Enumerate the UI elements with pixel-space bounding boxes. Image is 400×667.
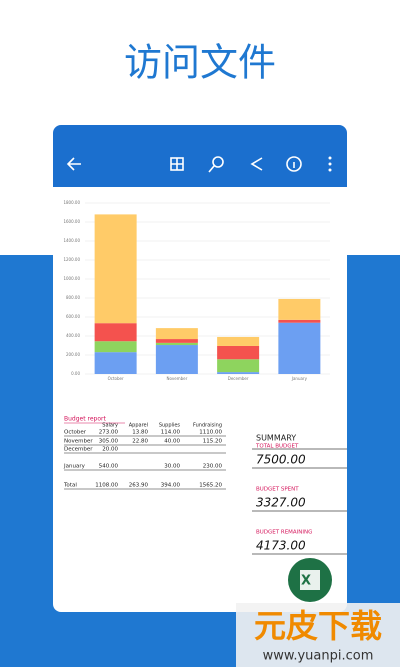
column-header: Fundraising: [193, 423, 222, 429]
table-cell: 1565.20: [199, 483, 222, 489]
bar-segment: [155, 345, 198, 374]
y-tick-label: 200.00: [66, 352, 80, 357]
bar-segment: [217, 372, 260, 374]
bar-segment: [278, 322, 321, 374]
column-header: Supplies: [159, 423, 181, 429]
table-cell: Total: [63, 483, 77, 489]
table-cell: 305.00: [99, 439, 119, 445]
bar-segment: [94, 341, 137, 353]
bar-segment: [155, 342, 198, 346]
watermark-brand: 元皮下载: [254, 607, 382, 645]
toolbar: [53, 125, 347, 187]
table-cell: 40.00: [164, 439, 180, 445]
summary-label: BUDGET REMAINING: [256, 530, 312, 536]
y-tick-label: 800.00: [66, 295, 80, 300]
summary-title: SUMMARY: [256, 434, 296, 443]
x-tick-label: October: [108, 376, 124, 381]
summary-value: 3327.00: [256, 496, 306, 510]
column-header: Apparel: [129, 423, 148, 429]
summary-label: TOTAL BUDGET: [255, 444, 299, 450]
bar-segment: [217, 336, 260, 346]
table-cell: 1108.00: [95, 483, 118, 489]
table-cell: October: [64, 430, 87, 436]
bar-segment: [94, 214, 137, 324]
y-tick-label: 0.00: [71, 371, 80, 376]
summary-label: BUDGET SPENT: [256, 487, 299, 493]
table-cell: 230.00: [203, 464, 223, 470]
more-button[interactable]: [328, 156, 332, 172]
excel-letter: X: [301, 574, 311, 589]
bar-segment: [217, 359, 260, 373]
table-cell: 30.00: [164, 464, 180, 470]
table-cell: 115.20: [203, 439, 223, 445]
summary-value: 4173.00: [256, 539, 306, 553]
column-header: Salary: [102, 423, 118, 429]
bar-segment: [278, 298, 321, 320]
share-button[interactable]: [250, 157, 263, 171]
bar-segment: [155, 339, 198, 343]
x-tick-label: November: [166, 376, 187, 381]
info-button[interactable]: [286, 156, 302, 172]
search-button[interactable]: [212, 156, 224, 168]
table-cell: 22.80: [132, 439, 148, 445]
watermark-url: www.yuanpi.com: [263, 649, 374, 664]
layout-icon: [171, 158, 183, 170]
chart: 0.00 200.00 400.00 600.00 800.00 1000.00 1200.…: [63, 200, 330, 381]
excel-icon: [300, 570, 320, 590]
search-icon: [208, 165, 215, 173]
table-cell: 20.00: [102, 447, 118, 453]
table-cell: 394.00: [161, 483, 181, 489]
page-title: 访问文件: [124, 41, 276, 85]
y-tick-label: 1000.00: [63, 276, 80, 281]
y-tick-label: 1200.00: [63, 257, 80, 262]
table-cell: January: [63, 464, 86, 470]
x-tick-label: January: [291, 376, 308, 381]
dot: [328, 162, 332, 166]
bar-segment: [155, 328, 198, 340]
dot: [328, 156, 332, 160]
table-cell: December: [64, 447, 93, 453]
y-tick-label: 1400.00: [63, 238, 80, 243]
table-cell: 273.00: [99, 430, 119, 436]
bar-segment: [217, 345, 260, 360]
x-tick-label: December: [228, 376, 249, 381]
y-tick-label: 400.00: [66, 333, 80, 338]
bar-segment: [278, 319, 321, 323]
table-cell: 263.90: [129, 483, 149, 489]
back-button[interactable]: [66, 157, 81, 171]
bar-segment: [94, 352, 137, 374]
y-tick-label: 1800.00: [63, 200, 80, 205]
table-cell: 13.80: [132, 430, 148, 436]
watermark-background: [236, 603, 400, 667]
summary-value: 7500.00: [256, 453, 306, 467]
table-cell: 114.00: [161, 430, 181, 436]
toolbar-icons: [66, 156, 302, 173]
table-cell: 540.00: [99, 464, 119, 470]
bar-segment: [94, 323, 137, 342]
table-cell: 1110.00: [199, 430, 222, 436]
y-tick-label: 1600.00: [63, 219, 80, 224]
table-cell: November: [64, 439, 93, 445]
table-title: Budget report: [64, 416, 106, 423]
dot: [328, 168, 332, 172]
y-tick-label: 600.00: [66, 314, 80, 319]
